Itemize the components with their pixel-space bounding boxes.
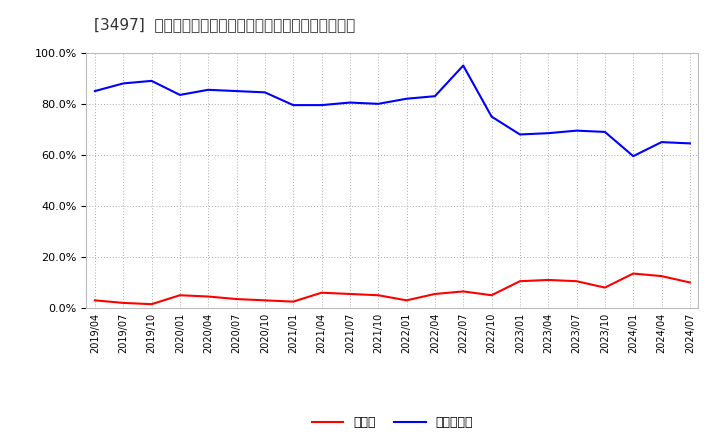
有利子負債: [600, 129, 609, 135]
有利子負債: [346, 100, 354, 105]
有利子負債: [91, 88, 99, 94]
現預金: [629, 271, 637, 276]
有利子負債: [176, 92, 184, 98]
現預金: [402, 298, 411, 303]
Line: 現預金: 現預金: [95, 274, 690, 304]
現預金: [600, 285, 609, 290]
現預金: [176, 293, 184, 298]
有利子負債: [629, 154, 637, 159]
現預金: [544, 277, 552, 282]
有利子負債: [516, 132, 524, 137]
有利子負債: [204, 87, 212, 92]
有利子負債: [431, 94, 439, 99]
現預金: [318, 290, 326, 295]
現預金: [346, 291, 354, 297]
有利子負債: [685, 141, 694, 146]
有利子負債: [572, 128, 581, 133]
有利子負債: [374, 101, 382, 106]
現預金: [459, 289, 467, 294]
現預金: [119, 300, 127, 305]
現預金: [148, 301, 156, 307]
有利子負債: [544, 131, 552, 136]
現預金: [374, 293, 382, 298]
現預金: [657, 273, 666, 279]
現預金: [233, 297, 241, 302]
現預金: [431, 291, 439, 297]
現預金: [572, 279, 581, 284]
現預金: [91, 298, 99, 303]
有利子負債: [657, 139, 666, 145]
有利子負債: [119, 81, 127, 86]
Line: 有利子負債: 有利子負債: [95, 66, 690, 156]
現預金: [261, 298, 269, 303]
現預金: [289, 299, 297, 304]
現預金: [685, 280, 694, 285]
現預金: [516, 279, 524, 284]
有利子負債: [261, 90, 269, 95]
有利子負債: [402, 96, 411, 101]
現預金: [487, 293, 496, 298]
有利子負債: [233, 88, 241, 94]
有利子負債: [289, 103, 297, 108]
有利子負債: [148, 78, 156, 84]
Text: [3497]  現預金、有利子負債の総資産に対する比率の推移: [3497] 現預金、有利子負債の総資産に対する比率の推移: [94, 18, 355, 33]
Legend: 現預金, 有利子負債: 現預金, 有利子負債: [307, 411, 478, 434]
現預金: [204, 294, 212, 299]
有利子負債: [318, 103, 326, 108]
有利子負債: [459, 63, 467, 68]
有利子負債: [487, 114, 496, 119]
